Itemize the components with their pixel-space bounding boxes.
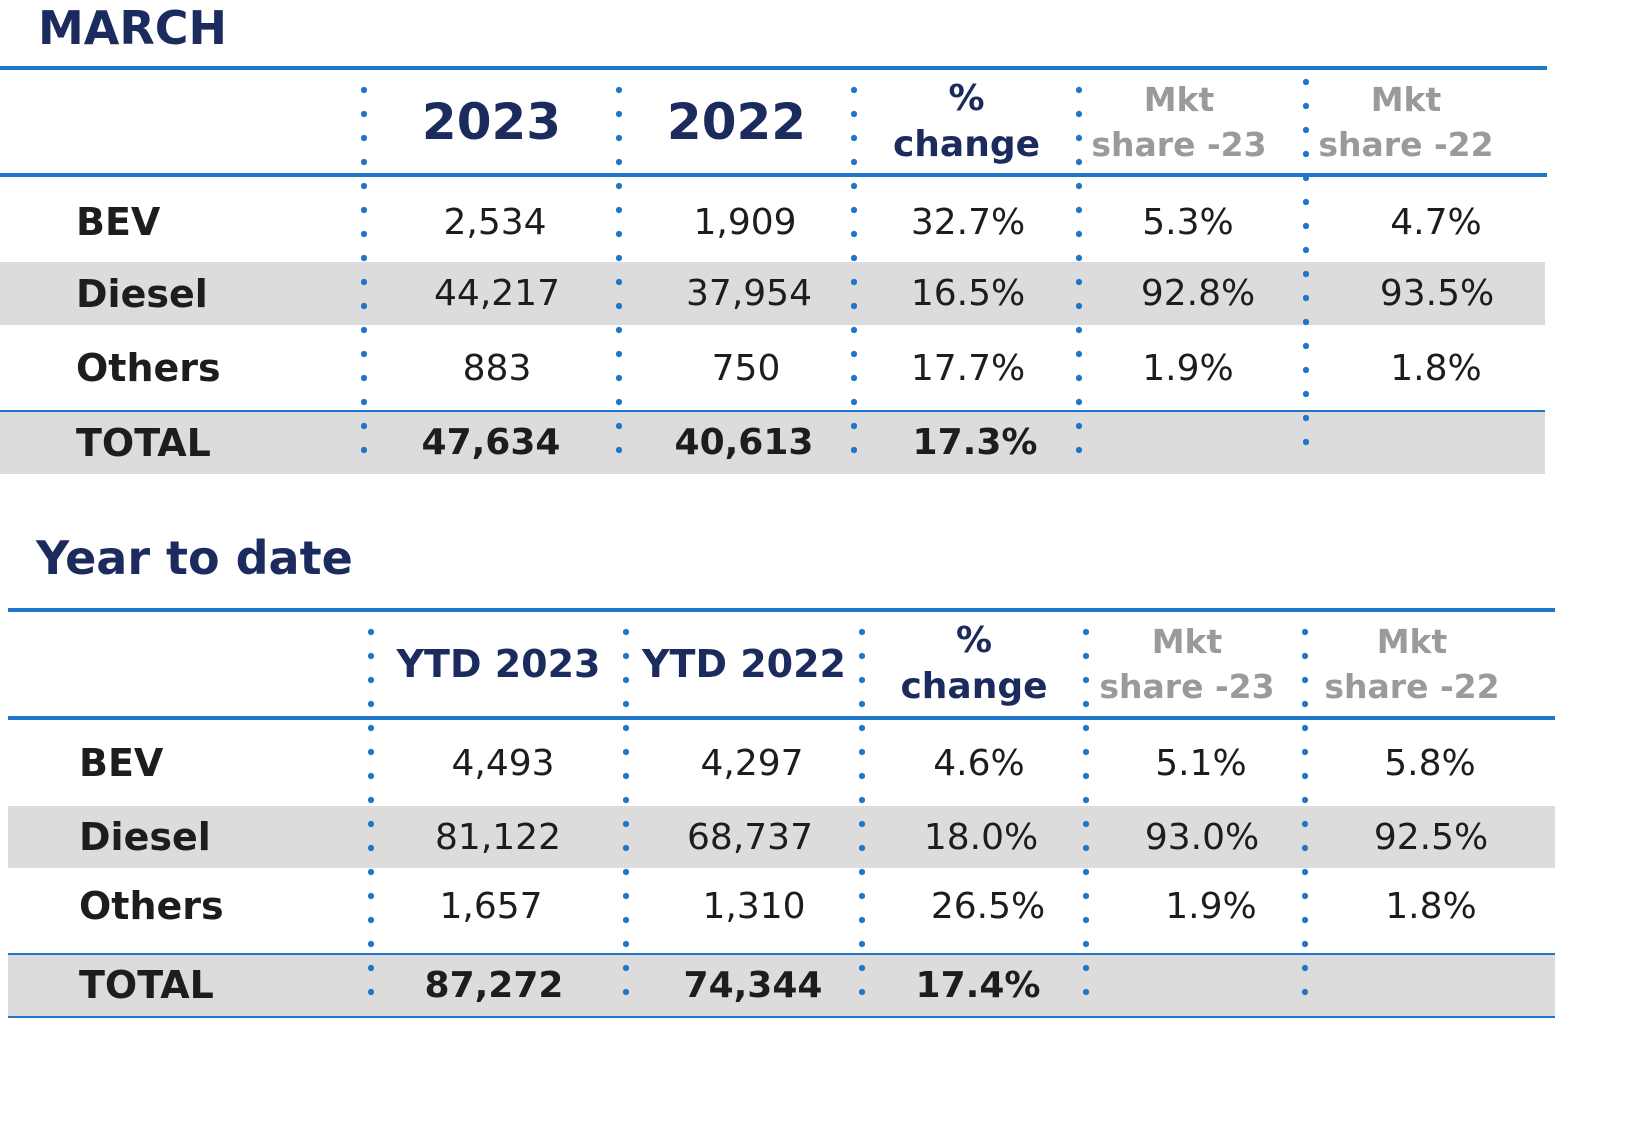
march-others-share-22: 1.8% (1390, 347, 1482, 389)
ytd-title: Year to date (36, 531, 353, 585)
ytd-row-band-diesel (8, 806, 1555, 868)
march-top-rule (0, 66, 1547, 70)
ytd-column-divider (368, 620, 374, 1006)
ytd-column-divider (1302, 620, 1308, 1006)
march-total-rule (0, 410, 1545, 412)
march-row-label-bev: BEV (76, 200, 161, 244)
ytd-row-label-bev: BEV (79, 741, 164, 785)
march-row-band-diesel (0, 262, 1545, 325)
ytd-others-share-23: 1.9% (1165, 885, 1257, 927)
ytd-header-2022: YTD 2022 (642, 642, 846, 686)
ytd-row-label-others: Others (79, 884, 224, 928)
march-total-change: 17.3% (912, 422, 1038, 463)
march-diesel-change: 16.5% (910, 273, 1026, 314)
ytd-diesel-change: 18.0% (923, 816, 1039, 858)
march-column-divider (1076, 78, 1082, 464)
march-diesel-share-22: 93.5% (1379, 273, 1495, 314)
march-header-2022: 2022 (666, 92, 807, 151)
ytd-bev-2022: 4,297 (700, 742, 804, 784)
march-diesel-2022: 37,954 (686, 273, 812, 314)
ytd-row-band-total (8, 954, 1555, 1016)
ytd-others-change: 26.5% (930, 885, 1046, 927)
ytd-header-share-22: Mkt share -22 (1324, 622, 1500, 706)
march-diesel-2023: 44,217 (434, 273, 560, 314)
march-header-2023: 2023 (421, 92, 562, 151)
march-row-label-total: TOTAL (76, 420, 211, 465)
march-table: 2023 2022 % change Mkt share -23 Mkt sha… (0, 66, 1547, 476)
march-others-2023: 883 (462, 347, 532, 389)
ytd-diesel-share-22: 92.5% (1373, 816, 1489, 858)
ytd-column-divider (1083, 620, 1089, 1006)
ytd-row-label-diesel: Diesel (79, 815, 211, 859)
ytd-diesel-2023: 81,122 (435, 816, 561, 858)
march-total-2022: 40,613 (674, 422, 814, 463)
ytd-column-divider (623, 620, 629, 1006)
ytd-header-share-23: Mkt share -23 (1099, 622, 1275, 706)
ytd-total-rule (8, 953, 1555, 955)
ytd-header-2023: YTD 2023 (396, 642, 601, 686)
ytd-header-change: % change (900, 620, 1048, 707)
ytd-diesel-share-23: 93.0% (1144, 816, 1260, 858)
ytd-bev-2023: 4,493 (451, 742, 555, 784)
ytd-table: YTD 2023 YTD 2022 % change Mkt share -23… (8, 608, 1555, 1020)
ytd-diesel-2022: 68,737 (687, 816, 813, 858)
march-bev-2023: 2,534 (443, 201, 547, 243)
ytd-others-share-22: 1.8% (1385, 885, 1477, 927)
ytd-header-rule (8, 716, 1555, 720)
march-diesel-share-23: 92.8% (1140, 273, 1256, 314)
march-column-divider (1303, 70, 1309, 456)
march-bev-share-22: 4.7% (1390, 201, 1482, 243)
ytd-row-label-total: TOTAL (79, 963, 214, 1007)
ytd-bev-change: 4.6% (933, 742, 1025, 784)
march-column-divider (851, 78, 857, 464)
ytd-total-2023: 87,272 (424, 964, 564, 1006)
ytd-bottom-rule (8, 1016, 1555, 1018)
march-total-2023: 47,634 (421, 422, 561, 463)
march-header-share-22: Mkt share -22 (1318, 79, 1494, 164)
march-others-share-23: 1.9% (1142, 347, 1234, 389)
ytd-bev-share-22: 5.8% (1384, 742, 1476, 784)
march-column-divider (616, 78, 622, 464)
march-others-change: 17.7% (910, 347, 1026, 389)
ytd-column-divider (859, 620, 865, 1006)
ytd-others-2023: 1,657 (439, 885, 543, 927)
march-header-change: % change (892, 77, 1041, 165)
march-header-rule (0, 173, 1547, 177)
march-bev-2022: 1,909 (693, 201, 797, 243)
march-column-divider (361, 78, 367, 464)
march-bev-change: 32.7% (910, 201, 1026, 243)
ytd-total-change: 17.4% (915, 964, 1041, 1006)
march-row-label-diesel: Diesel (76, 271, 208, 316)
march-row-band-total (0, 411, 1545, 474)
march-row-label-others: Others (76, 346, 221, 390)
ytd-others-2022: 1,310 (702, 885, 806, 927)
ytd-total-2022: 74,344 (683, 964, 823, 1006)
march-bev-share-23: 5.3% (1142, 201, 1234, 243)
march-others-2022: 750 (711, 347, 781, 389)
march-header-share-23: Mkt share -23 (1091, 79, 1267, 164)
ytd-top-rule (8, 608, 1555, 612)
march-title: MARCH (38, 1, 228, 55)
ytd-bev-share-23: 5.1% (1155, 742, 1247, 784)
